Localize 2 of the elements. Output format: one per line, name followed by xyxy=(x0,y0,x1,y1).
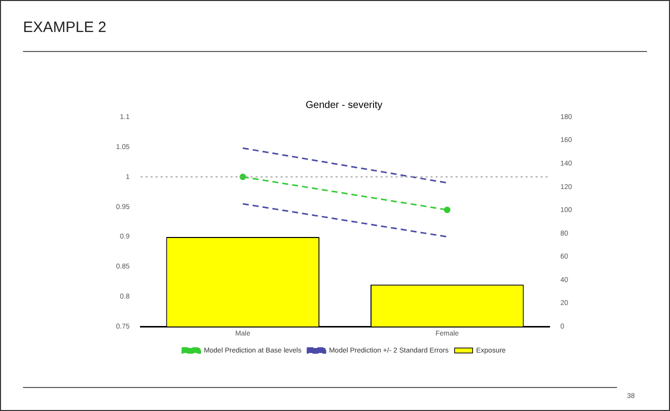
text: EXAMPLE 2 xyxy=(23,19,106,36)
chart-title: Gender - severity xyxy=(306,100,382,111)
